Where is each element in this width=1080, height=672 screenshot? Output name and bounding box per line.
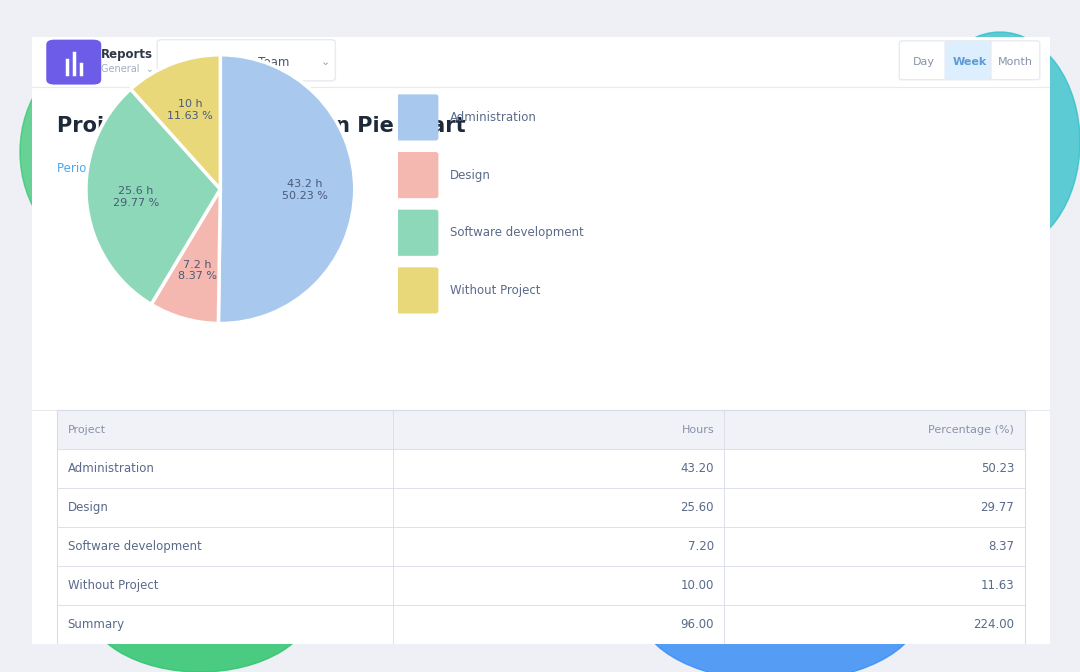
Text: 43.20: 43.20: [680, 462, 714, 475]
FancyBboxPatch shape: [900, 41, 948, 80]
Bar: [57, 488, 1025, 527]
Text: Without Project: Without Project: [449, 284, 540, 297]
Ellipse shape: [640, 542, 920, 672]
Ellipse shape: [920, 32, 1080, 252]
Text: Project: Project: [68, 425, 106, 435]
Wedge shape: [218, 55, 354, 323]
Text: Day: Day: [913, 57, 935, 67]
FancyBboxPatch shape: [395, 210, 438, 256]
Text: Period: 25 September 2024 - 29 October 2024: Period: 25 September 2024 - 29 October 2…: [57, 163, 332, 175]
Bar: [57, 411, 1025, 644]
Text: 11.63: 11.63: [981, 579, 1014, 592]
Text: Dev Team: Dev Team: [230, 56, 288, 69]
Text: 29.77: 29.77: [981, 501, 1014, 514]
Text: Percentage (%): Percentage (%): [929, 425, 1014, 435]
FancyBboxPatch shape: [945, 41, 994, 80]
FancyBboxPatch shape: [395, 94, 438, 140]
FancyBboxPatch shape: [46, 40, 102, 85]
Text: 25.60: 25.60: [680, 501, 714, 514]
Bar: [57, 605, 1025, 644]
Text: Projects Team Utilization Pie Chart: Projects Team Utilization Pie Chart: [57, 116, 467, 136]
Text: Summary: Summary: [68, 618, 125, 631]
FancyBboxPatch shape: [395, 267, 438, 314]
Ellipse shape: [85, 532, 315, 672]
Text: 10 h
11.63 %: 10 h 11.63 %: [167, 99, 213, 121]
Text: Week: Week: [953, 57, 987, 67]
FancyBboxPatch shape: [991, 41, 1040, 80]
Text: Software development: Software development: [68, 540, 201, 553]
Text: Administration: Administration: [449, 111, 537, 124]
Text: Software development: Software development: [449, 226, 583, 239]
Bar: [57, 566, 1025, 605]
Wedge shape: [151, 189, 220, 323]
Text: 7.20: 7.20: [688, 540, 714, 553]
Text: Hours: Hours: [681, 425, 714, 435]
Text: 8.37: 8.37: [988, 540, 1014, 553]
Text: 43.2 h
50.23 %: 43.2 h 50.23 %: [282, 179, 328, 200]
Text: ⌄: ⌄: [321, 57, 329, 67]
Text: Design: Design: [68, 501, 108, 514]
Text: General  ⌄: General ⌄: [102, 65, 154, 75]
Text: Design: Design: [449, 169, 490, 181]
Bar: [57, 411, 1025, 450]
Bar: [57, 527, 1025, 566]
FancyBboxPatch shape: [16, 28, 1065, 653]
Text: 10.00: 10.00: [680, 579, 714, 592]
Wedge shape: [131, 55, 220, 189]
Text: Reports: Reports: [102, 48, 153, 61]
Text: Month: Month: [998, 57, 1032, 67]
Text: 224.00: 224.00: [973, 618, 1014, 631]
FancyBboxPatch shape: [395, 152, 438, 198]
FancyBboxPatch shape: [158, 40, 336, 81]
Text: Administration: Administration: [68, 462, 154, 475]
Text: 7.2 h
8.37 %: 7.2 h 8.37 %: [177, 260, 217, 282]
Text: 25.6 h
29.77 %: 25.6 h 29.77 %: [113, 186, 159, 208]
Ellipse shape: [21, 52, 180, 252]
Text: Without Project: Without Project: [68, 579, 158, 592]
Wedge shape: [86, 89, 220, 304]
Text: 50.23: 50.23: [981, 462, 1014, 475]
Bar: [57, 450, 1025, 488]
Text: 96.00: 96.00: [680, 618, 714, 631]
